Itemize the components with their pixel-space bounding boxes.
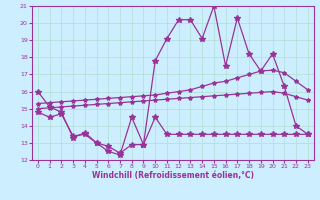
X-axis label: Windchill (Refroidissement éolien,°C): Windchill (Refroidissement éolien,°C) — [92, 171, 254, 180]
